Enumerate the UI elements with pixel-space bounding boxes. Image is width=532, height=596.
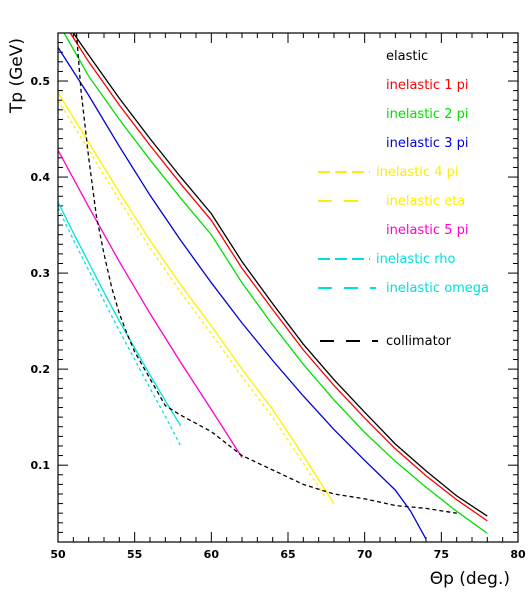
series-line-9 [75,32,457,514]
legend-label-2: inelastic 2 pi [386,107,468,122]
legend-label-3: inelastic 3 pi [386,136,468,151]
x-tick-label: 65 [280,548,295,561]
series-line-5 [57,99,327,500]
y-tick-label: 0.1 [31,459,51,472]
legend-label-4: inelastic 4 pi [376,165,458,180]
series-line-4 [57,92,335,504]
legend-label-6: inelastic 5 pi [386,223,468,238]
x-tick-label: 60 [204,548,220,561]
series-line-1 [69,32,488,522]
x-axis-title: Θp (deg.) [430,569,510,589]
x-tick-label: 50 [50,548,66,561]
y-tick-label: 0.2 [31,363,51,376]
legend-label-9: collimator [386,334,452,349]
legend-label-0: elastic [386,49,428,64]
legend: elastic inelastic 1 pi inelastic 2 pi inela… [318,49,489,349]
x-tick-label: 55 [127,548,142,561]
legend-label-8: inelastic omega [386,281,489,296]
x-tick-label: 80 [510,548,526,561]
plot-frame [57,32,519,543]
legend-label-1: inelastic 1 pi [386,78,468,93]
y-tick-label: 0.4 [31,171,51,184]
series-line-2 [63,32,488,534]
series-line-6 [57,149,243,458]
series-line-8 [57,207,182,447]
series-line-7 [57,201,182,427]
y-tick-label: 0.3 [31,267,51,280]
series-line-3 [57,47,427,540]
y-tick-label: 0.5 [31,75,51,88]
series-layer [57,32,488,540]
series-line-0 [72,32,488,517]
legend-label-7: inelastic rho [376,252,456,267]
tick-labels: 50 55 60 65 70 75 80 0.1 0.2 0.3 0.4 0.5 [31,75,526,561]
legend-label-5: inelastic eta [386,194,465,209]
x-tick-label: 75 [434,548,449,561]
x-tick-label: 70 [357,548,373,561]
y-axis-title: Tp (GeV) [7,38,27,114]
